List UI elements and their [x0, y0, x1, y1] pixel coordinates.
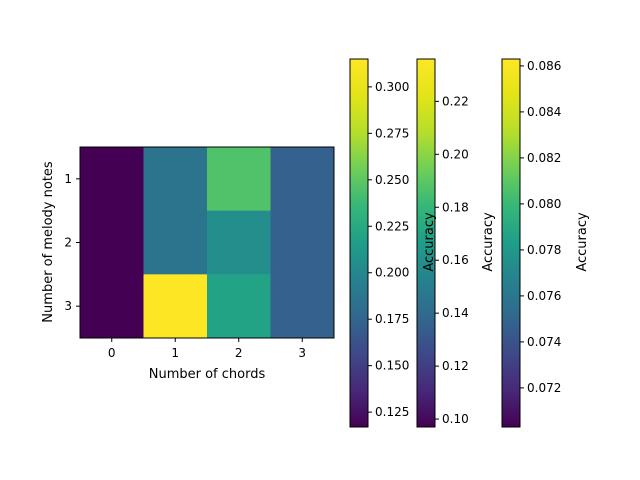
colorbar-tick-label: 0.10 [442, 412, 469, 426]
colorbar-tick-label: 0.076 [527, 289, 561, 303]
colorbar-tick-label: 0.18 [442, 200, 469, 214]
y-tick-label: 1 [64, 172, 72, 186]
colorbar-tick-label: 0.074 [527, 335, 561, 349]
colorbar-tick-label: 0.16 [442, 253, 469, 267]
heatmap-cell [207, 147, 271, 212]
colorbar-tick-label: 0.22 [442, 94, 469, 108]
colorbar-tick-label: 0.150 [375, 359, 409, 373]
x-tick-label: 0 [108, 346, 116, 360]
heatmap-cell [207, 210, 271, 275]
colorbar-gradient [501, 58, 521, 428]
x-axis-label: Number of chords [149, 367, 266, 382]
colorbar-tick-label: 0.300 [375, 80, 409, 94]
x-tick-label: 2 [235, 346, 243, 360]
colorbar-label-extra: Accuracy [422, 212, 437, 272]
colorbar-tick-label: 0.125 [375, 405, 409, 419]
colorbar-tick-label: 0.078 [527, 243, 561, 257]
heatmap-cell [270, 274, 335, 339]
heatmap-cell [143, 274, 208, 339]
colorbar-tick-label: 0.250 [375, 173, 409, 187]
colorbar-tick-label: 0.072 [527, 381, 561, 395]
y-axis-label: Number of melody notes [41, 161, 56, 323]
colorbar-tick-label: 0.082 [527, 151, 561, 165]
heatmap-cell [143, 147, 208, 212]
colorbar-tick-label: 0.225 [375, 219, 409, 233]
heatmap-cell [270, 147, 335, 212]
colorbar-tick-label: 0.200 [375, 266, 409, 280]
colorbar-label: Accuracy [575, 212, 590, 272]
y-tick-label: 3 [64, 299, 72, 313]
colorbar-tick-label: 0.175 [375, 312, 409, 326]
colorbars: 0.125 0.150 0.175 0.200 0.225 0.250 0.275 0.300… [349, 58, 590, 428]
colorbar-gradient [416, 58, 436, 428]
y-axis-ticks: 1 2 3 [64, 172, 80, 313]
heatmap-cell [80, 210, 144, 275]
colorbar-label: Accuracy [481, 212, 496, 272]
y-tick-label: 2 [64, 236, 72, 250]
colorbar-tick-label: 0.20 [442, 147, 469, 161]
heatmap-cells [80, 147, 335, 339]
heatmap-cell [207, 274, 271, 339]
heatmap-cell [143, 210, 208, 275]
colorbar-tick-label: 0.084 [527, 105, 561, 119]
colorbar-tick-label: 0.086 [527, 59, 561, 73]
colorbar-tick-label: 0.080 [527, 197, 561, 211]
colorbar-tick-label: 0.275 [375, 126, 409, 140]
colorbar-gradient [349, 58, 369, 428]
colorbar-tick-label: 0.12 [442, 359, 469, 373]
colorbar-tick-label: 0.14 [442, 306, 469, 320]
x-tick-label: 1 [171, 346, 179, 360]
x-tick-label: 3 [298, 346, 306, 360]
heatmap-cell [80, 274, 144, 339]
x-axis-ticks: 0 1 2 3 [108, 338, 306, 360]
heatmap-cell [80, 147, 144, 212]
heatmap-cell [270, 210, 335, 275]
